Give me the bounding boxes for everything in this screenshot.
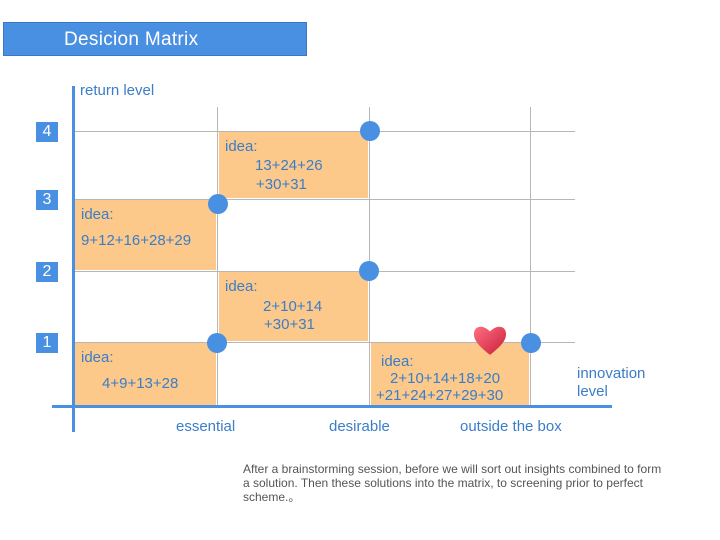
node-dot [359, 261, 379, 281]
idea-heading: idea: [225, 278, 258, 295]
idea-box: idea: 13+24+26 +30+31 [219, 132, 368, 198]
heart-icon [473, 326, 507, 355]
idea-text: 2+10+14 [263, 298, 323, 315]
grid-line [75, 199, 575, 200]
idea-text: +30+31 [264, 316, 315, 333]
level-box: 4 [36, 122, 58, 142]
node-dot [521, 333, 541, 353]
x-axis-label: innovation [577, 365, 646, 382]
grid-line [530, 107, 531, 405]
idea-text: 2+10+14+18+20 [390, 370, 501, 387]
x-axis-label: level [577, 383, 608, 400]
idea-text: 9+12+16+28+29 [81, 232, 192, 249]
y-axis [72, 86, 75, 432]
grid-line [75, 271, 575, 272]
idea-text: 4+9+13+28 [102, 375, 179, 392]
x-category-label: outside the box [460, 418, 562, 435]
idea-text: 13+24+26 [255, 157, 323, 174]
grid-line [217, 107, 218, 405]
idea-heading: idea: [225, 138, 258, 155]
idea-text: +21+24+27+29+30 [376, 387, 504, 404]
idea-box: idea: 2+10+14 +30+31 [219, 272, 368, 341]
idea-heading: idea: [81, 206, 114, 223]
node-dot [208, 194, 228, 214]
page-title: Desicion Matrix [3, 22, 307, 56]
y-axis-label: return level [80, 82, 155, 99]
node-dot [207, 333, 227, 353]
grid-line [75, 131, 575, 132]
idea-box: idea: 9+12+16+28+29 [75, 200, 216, 270]
x-category-label: desirable [329, 418, 390, 435]
footnote: After a brainstorming session, before we… [243, 462, 662, 504]
grid-line [369, 107, 370, 405]
idea-heading: idea: [381, 353, 414, 370]
idea-box: idea: 4+9+13+28 [75, 343, 216, 405]
idea-text: +30+31 [256, 176, 307, 193]
idea-heading: idea: [81, 349, 114, 366]
level-box: 3 [36, 190, 58, 210]
level-box: 1 [36, 333, 58, 353]
level-box: 2 [36, 262, 58, 282]
grid-line [75, 342, 575, 343]
x-axis [52, 405, 612, 408]
idea-box: idea: 2+10+14+18+20 +21+24+27+29+30 [371, 343, 529, 405]
x-category-label: essential [176, 418, 236, 435]
node-dot [360, 121, 380, 141]
